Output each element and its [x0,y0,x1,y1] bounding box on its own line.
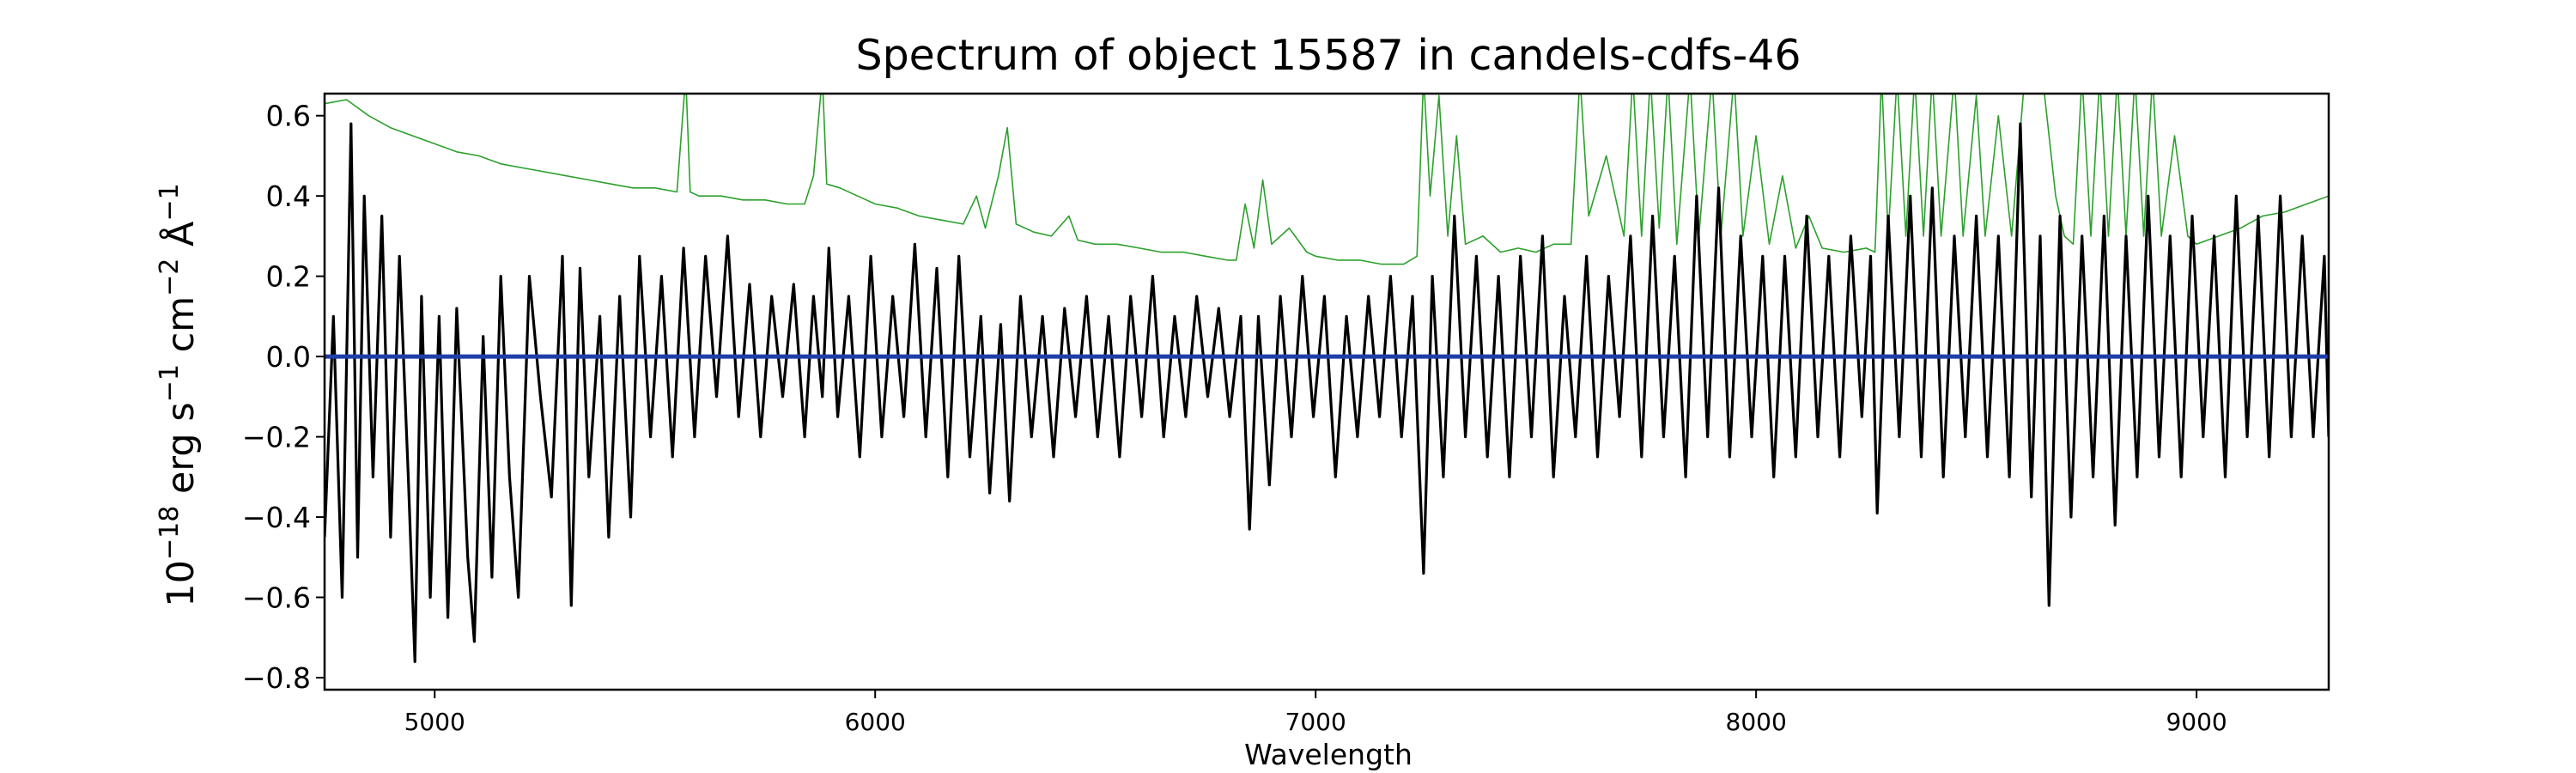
x-tick-label: 8000 [1726,708,1787,736]
y-axis-label: 10−18 erg s−1 cm−2 Å−1 [155,183,203,606]
y-tick-label: 0.6 [266,100,311,133]
ylabel-part-6: Å [159,221,203,259]
y-tick-label: 0.0 [266,340,311,374]
ylabel-part-2: erg s [160,402,203,505]
error-series-line [325,94,2329,265]
ylabel-part-0: 10 [160,560,203,607]
chart-title: Spectrum of object 15587 in candels-cdfs… [855,31,1801,80]
ylabel-part-4: cm [160,296,203,364]
x-tick-label: 5000 [404,708,465,736]
ylabel-part-5: −2 [155,259,185,296]
flux-series-line [325,122,2329,663]
svg-text:10−18 erg s−1 cm−2 Å−1: 10−18 erg s−1 cm−2 Å−1 [155,183,203,606]
series-layer [325,94,2329,663]
x-tick-label: 7000 [1285,708,1346,736]
y-tick-label: 0.4 [266,180,311,213]
y-tick-label: −0.6 [242,581,311,615]
x-tick-label: 9000 [2166,708,2227,736]
y-tick-label: −0.4 [242,501,311,534]
x-tick-label: 6000 [845,708,906,736]
y-tick-label: −0.2 [242,421,311,454]
ylabel-part-7: −1 [155,183,185,221]
y-tick-label: −0.8 [242,661,311,695]
ylabel-part-3: −1 [155,364,185,402]
ylabel-part-1: −18 [155,506,185,560]
x-axis-label: Wavelength [1244,738,1413,771]
y-tick-label: 0.2 [266,260,311,294]
ticks-layer: 5000 6000 7000 8000 9000 0.6 0.4 0.2 0.0 −0.2 −0.4… [242,100,2227,736]
plot-frame [323,92,2330,691]
